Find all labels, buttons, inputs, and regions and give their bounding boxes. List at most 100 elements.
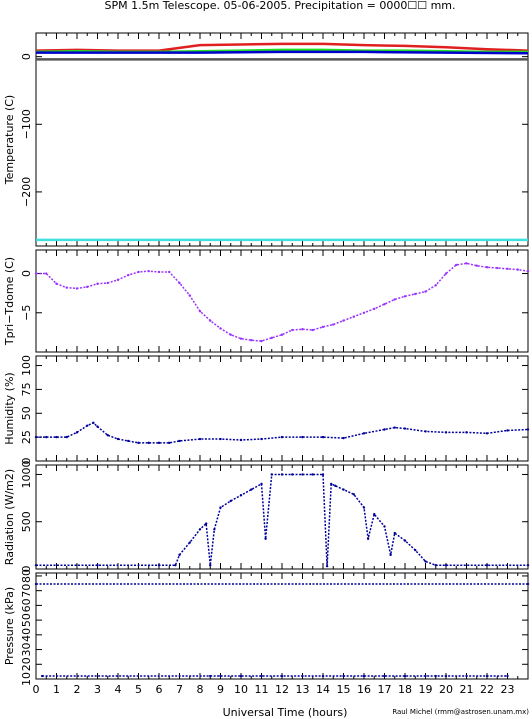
data-point [383,302,386,306]
y-axis-label: Pressure (kPa) [3,587,16,665]
data-point [362,674,366,678]
data-point [106,434,109,437]
data-point [424,560,427,563]
data-point [485,432,489,435]
data-point [352,493,355,496]
x-tick-label: 21 [460,683,474,696]
data-point [40,674,44,678]
data-point [424,430,427,433]
data-point [219,674,222,678]
data-point [506,674,509,678]
data-point [383,525,386,528]
x-tick-label: 6 [156,683,163,696]
panel-frame [35,464,529,570]
panel-radiation: 0 500 1000 Radiation (W/m2) [3,460,530,573]
data-point [198,310,202,313]
data-point [127,273,130,277]
data-point [168,441,171,445]
data-point [106,281,109,285]
x-tick-label: 14 [316,683,330,696]
data-point [321,435,325,439]
data-point [485,564,489,567]
data-point [444,431,448,434]
x-tick-label: 19 [419,683,433,696]
data-point [301,674,304,678]
y-axis-label: Tpri−Tdome (C) [3,257,16,346]
data-point [174,564,177,567]
panel-frame [35,355,529,462]
y-axis-label: Radiation (W/m2) [3,469,16,565]
chart-title: SPM 1.5m Telescope. 05-06-2005. Precipit… [104,0,455,12]
data-point [342,488,345,491]
data-point [393,298,396,301]
data-point [137,270,140,274]
x-tick-label: 22 [480,683,494,696]
data-point [444,564,448,567]
x-tick-label: 10 [234,683,248,696]
data-point [260,674,263,678]
data-point [34,435,38,439]
data-point [188,294,191,297]
data-point [239,438,243,442]
data-point [209,674,212,678]
x-tick-label: 12 [275,683,289,696]
data-point [393,426,396,429]
data-point [434,284,437,287]
y-tick-label: 70 [20,584,33,598]
data-point [301,328,304,331]
y-tick-label: −5 [20,305,33,321]
data-point [92,421,95,425]
x-tick-label: 23 [501,683,515,696]
x-tick-label: 8 [197,683,204,696]
data-point [414,292,417,296]
data-point [506,267,509,271]
data-point [465,674,468,678]
data-point [250,339,253,342]
data-point [96,282,99,285]
x-tick-label: 15 [337,683,351,696]
data-point [526,428,530,431]
series-line-red [35,42,529,52]
data-point [444,674,448,678]
data-point [157,564,161,567]
data-point [362,311,366,314]
series-line-blue [36,50,529,55]
data-point [301,435,304,439]
data-point [116,278,120,282]
y-tick-label: 50 [20,406,33,420]
x-tick-label: 7 [176,683,183,696]
data-point [239,674,243,678]
data-point [178,281,181,285]
data-point [239,494,243,497]
data-point [424,674,427,678]
data-point [383,674,386,678]
data-point [239,337,243,340]
data-point [506,429,509,432]
data-point [352,315,355,318]
data-point [198,528,202,531]
data-point [403,539,407,542]
y-tick-label: 75 [20,382,33,396]
data-point [204,522,208,525]
y-tick-label: 500 [20,511,33,532]
x-tick-label: 20 [439,683,453,696]
data-point [475,264,478,267]
data-point [526,269,530,273]
data-point [75,431,79,434]
data-point [383,428,386,431]
data-point [55,282,58,285]
x-axis-label: Universal Time (hours) [223,706,348,719]
data-point [325,564,329,568]
data-point [188,541,191,544]
data-point [403,295,407,298]
y-tick-label: 0 [20,566,33,573]
data-point [86,285,89,289]
panels-group: 0 −100 −200 Temperature (C) 0 −5 Tpri−Tdome (C… [3,32,530,686]
y-tick-label: 30 [20,643,33,657]
data-point [229,499,232,503]
data-point [526,582,530,586]
data-point [260,437,263,441]
data-point [444,272,448,275]
data-point [178,553,181,557]
